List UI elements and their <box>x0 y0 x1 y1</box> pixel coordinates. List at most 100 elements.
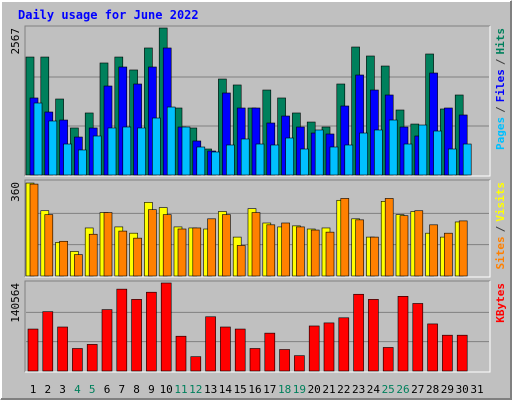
bar <box>146 291 157 372</box>
bar <box>205 316 216 372</box>
bar <box>220 326 231 372</box>
legend-entry: Hits <box>494 28 507 55</box>
bar <box>148 209 157 277</box>
x-tick-label: 21 <box>322 383 335 396</box>
x-tick-label: 18 <box>278 383 291 396</box>
bar <box>310 229 320 277</box>
bar <box>57 326 68 372</box>
x-tick-label: 7 <box>118 383 125 396</box>
bar <box>433 130 442 176</box>
bar <box>370 236 379 277</box>
bar <box>388 119 398 176</box>
x-tick-label: 2 <box>44 383 51 396</box>
y-tick-label: 140564 <box>9 283 22 323</box>
bar <box>412 303 424 372</box>
bar <box>314 129 324 176</box>
bar <box>359 132 368 176</box>
bar <box>456 334 468 372</box>
bar <box>152 117 161 176</box>
legend-entry: Sites <box>494 236 507 269</box>
bar <box>279 349 290 372</box>
x-tick-label: 1 <box>30 383 37 396</box>
bar <box>42 311 54 372</box>
legend-entry: KBytes <box>494 283 507 323</box>
bar <box>72 348 83 372</box>
bar <box>308 325 320 372</box>
legend: Sites / Visits <box>494 182 507 270</box>
x-tick-label: 28 <box>426 383 439 396</box>
bar <box>240 138 250 176</box>
bar <box>236 245 246 277</box>
bar <box>86 344 98 372</box>
x-tick-label: 24 <box>367 383 381 396</box>
bar <box>448 148 457 176</box>
bar <box>88 233 98 277</box>
x-tick-label: 23 <box>352 383 365 396</box>
bar <box>133 237 142 277</box>
bar <box>44 214 54 277</box>
bar <box>192 227 202 277</box>
x-tick-label: 3 <box>59 383 66 396</box>
panel-border <box>25 180 491 278</box>
legend: KBytes <box>494 283 507 323</box>
legend-separator: / <box>494 225 507 232</box>
bar <box>266 224 276 277</box>
bar <box>249 348 261 372</box>
x-tick-label: 10 <box>160 383 173 396</box>
bar <box>325 231 335 277</box>
bar <box>285 137 294 176</box>
legend-entry: Visits <box>494 182 507 222</box>
bar <box>226 144 235 176</box>
bar <box>175 335 187 372</box>
panel-border <box>25 26 491 177</box>
bar <box>27 328 39 372</box>
y-tick-label: 360 <box>9 182 22 202</box>
panel-border <box>24 179 490 277</box>
bar <box>397 296 409 372</box>
bar <box>294 355 305 372</box>
bar <box>207 218 216 277</box>
bar <box>255 143 265 176</box>
y-tick-label: 2567 <box>9 28 22 55</box>
bar <box>29 183 39 277</box>
x-tick-label: 30 <box>456 383 469 396</box>
bar <box>116 288 128 372</box>
bar <box>429 224 438 277</box>
bar <box>338 317 350 372</box>
x-tick-label: 15 <box>234 383 247 396</box>
bar <box>74 254 83 277</box>
bar <box>63 143 72 176</box>
x-tick-label: 29 <box>441 383 454 396</box>
bar <box>162 214 172 277</box>
x-tick-label: 11 <box>174 383 187 396</box>
x-tick-label: 22 <box>337 383 350 396</box>
bar <box>462 143 472 176</box>
bar <box>368 299 379 372</box>
bar <box>340 198 350 277</box>
bar <box>444 232 453 277</box>
bar <box>222 214 231 277</box>
bar <box>403 143 413 176</box>
bar <box>270 144 280 176</box>
legend-separator: / <box>494 106 507 113</box>
bar <box>211 151 220 176</box>
bar <box>355 219 364 277</box>
bar <box>234 328 246 372</box>
bar <box>59 240 68 277</box>
x-tick-label: 6 <box>104 383 111 396</box>
bar <box>78 149 87 176</box>
bar <box>122 126 132 176</box>
bar <box>344 144 354 176</box>
x-tick-label: 12 <box>189 383 202 396</box>
x-tick-label: 26 <box>396 383 409 396</box>
x-tick-label: 9 <box>148 383 155 396</box>
legend-entry: Files <box>494 69 507 102</box>
bar <box>418 124 428 176</box>
bar <box>323 322 335 372</box>
x-tick-label: 20 <box>308 383 321 396</box>
bar <box>131 299 142 372</box>
bar <box>296 226 305 277</box>
bar <box>33 102 43 176</box>
